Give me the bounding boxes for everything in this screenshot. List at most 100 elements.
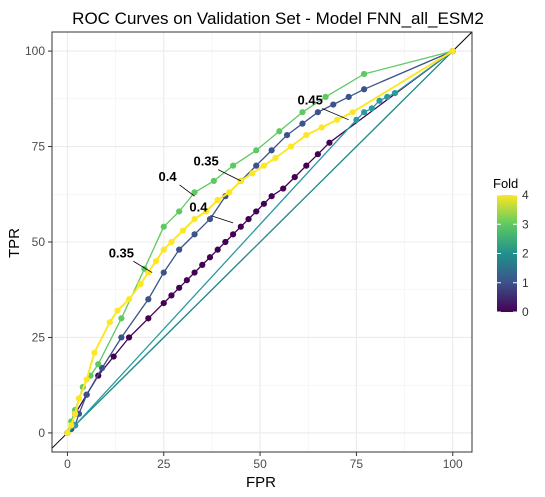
series-point — [145, 296, 152, 303]
series-point — [191, 189, 198, 196]
series-point — [391, 89, 399, 97]
series-point — [114, 307, 121, 314]
series-point — [160, 223, 167, 230]
series-point — [361, 70, 368, 78]
series-point — [345, 93, 352, 101]
series-point — [361, 86, 368, 93]
series-point — [125, 334, 133, 341]
legend-title: Fold — [493, 176, 518, 191]
series-point — [183, 277, 190, 284]
series-point — [314, 109, 321, 116]
annotation-leader-line — [322, 108, 349, 121]
series-point — [330, 101, 337, 108]
series-point — [206, 254, 214, 261]
series-fold-4 — [64, 47, 456, 437]
x-tick-label: 50 — [253, 457, 267, 471]
series-point — [283, 131, 291, 139]
series-point — [237, 223, 244, 230]
series-point — [91, 349, 98, 356]
chart-title: ROC Curves on Validation Set - Model FNN… — [72, 9, 484, 28]
series-point — [210, 177, 217, 185]
series-point — [168, 292, 175, 299]
series-point — [268, 147, 275, 154]
x-axis-title: FPR — [246, 474, 276, 491]
series-point — [314, 151, 321, 158]
series-point — [253, 147, 260, 154]
annotation-leader-line — [217, 169, 241, 182]
series-point — [353, 116, 360, 123]
series-point — [253, 208, 260, 215]
legend-colorbar — [497, 195, 517, 312]
series-point — [206, 215, 214, 223]
annotation-leader-line — [210, 215, 234, 224]
series-point — [291, 173, 298, 181]
y-tick-label: 100 — [25, 44, 45, 58]
series-point — [191, 215, 198, 223]
series-point — [368, 105, 375, 112]
series-point — [83, 376, 90, 383]
threshold-label: 0.35 — [109, 245, 134, 260]
series-point — [260, 200, 268, 207]
series-point — [64, 429, 71, 437]
y-tick-label: 25 — [32, 330, 46, 344]
series-fold-2 — [66, 50, 454, 434]
annotation-leader-line — [179, 184, 195, 197]
y-tick-label: 75 — [32, 140, 46, 154]
series-point — [191, 231, 198, 238]
series-point — [176, 246, 183, 253]
series-point — [322, 93, 329, 101]
series-point — [110, 353, 117, 360]
legend-tick-label: 1 — [522, 276, 529, 290]
series-point — [118, 334, 125, 341]
threshold-label: 0.35 — [193, 154, 218, 169]
series-point — [318, 124, 325, 131]
series-point — [125, 296, 133, 303]
threshold-annotations: 0.45 0.35 0.4 0.4 0.35 — [109, 93, 349, 273]
legend-tick-label: 3 — [522, 217, 529, 231]
series-point — [272, 154, 279, 162]
series-point — [199, 261, 206, 269]
y-tick-label: 0 — [38, 426, 45, 440]
series-point — [349, 109, 356, 116]
plot-panel: 0.45 0.35 0.4 0.4 0.35 — [51, 31, 473, 453]
series-point — [268, 193, 275, 200]
y-axis-title: TPR — [6, 228, 23, 258]
series-point — [230, 231, 237, 238]
series-point — [303, 162, 310, 169]
annotation-leader-line — [133, 260, 153, 273]
series-point — [160, 299, 167, 307]
series-point — [326, 139, 333, 146]
series-point — [152, 257, 160, 265]
series-point — [168, 238, 175, 246]
series-point — [253, 162, 260, 169]
series-point — [203, 208, 210, 215]
series-point — [226, 189, 233, 196]
legend-tick-label: 0 — [522, 305, 529, 319]
series-point — [303, 131, 310, 139]
x-axis-ticks: 0 25 50 75 100 — [64, 452, 463, 471]
y-axis-ticks: 0 25 50 75 100 — [25, 44, 52, 440]
series-point — [160, 246, 167, 253]
series-point — [249, 170, 256, 177]
series-point — [118, 315, 125, 322]
series-point — [384, 93, 391, 101]
series-point — [145, 315, 152, 322]
series-layer — [64, 47, 456, 437]
series-point — [160, 269, 167, 276]
series-point — [230, 162, 237, 169]
series-point — [299, 109, 306, 116]
x-tick-label: 75 — [350, 457, 364, 471]
series-point — [191, 269, 198, 276]
series-point — [449, 47, 456, 55]
series-point — [260, 162, 268, 169]
series-point — [214, 246, 221, 253]
series-point — [287, 143, 294, 150]
x-tick-label: 0 — [64, 457, 71, 471]
legend-tick-label: 2 — [522, 247, 529, 261]
series-point — [179, 227, 187, 234]
legend: Fold 0 1 2 3 4 — [493, 176, 529, 319]
series-point — [106, 319, 113, 326]
series-point — [276, 128, 283, 135]
threshold-label: 0.4 — [159, 169, 178, 184]
